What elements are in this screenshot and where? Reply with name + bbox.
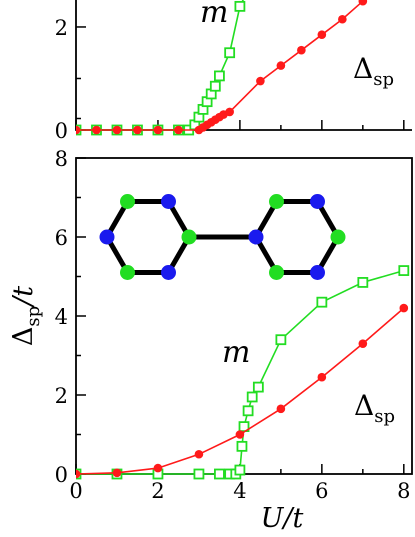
lattice-site [248,229,264,245]
data-point-delta-sp [133,125,142,135]
top-panel: 0 2 m Δsp [55,0,412,143]
y-tick-label: 2 [55,16,68,40]
data-point-delta-sp [358,339,368,348]
lattice-site [330,229,346,245]
biphenyl-lattice-icon [99,193,346,281]
x-tick-label: 4 [233,479,246,503]
lattice-site [161,265,176,281]
data-point-m [193,468,205,480]
data-point-delta-sp [276,61,286,70]
data-point-m [316,296,328,308]
data-point-delta-sp [92,125,101,135]
x-tick-label: 6 [315,479,328,503]
x-tick-label: 8 [397,479,410,503]
y-tick-label: 4 [55,305,68,329]
data-point-delta-sp [358,0,368,6]
data-point-delta-sp [235,430,245,439]
x-axis-label: U/t [261,503,304,534]
data-point-m [246,391,258,403]
lattice-site [310,265,325,281]
data-point-m [214,468,225,480]
series-label-m: m [222,335,250,370]
data-point-m [224,47,236,59]
plot-area [76,0,368,136]
data-point-m [275,334,287,346]
data-point-delta-sp [76,469,81,479]
lattice-site [120,265,135,281]
y-tick-label: 0 [55,463,68,487]
data-point-delta-sp [256,76,265,86]
x-tick-label: 2 [151,479,164,503]
data-point-delta-sp [153,125,163,135]
series-label-delta-sp: Δsp [354,389,395,427]
data-point-m [357,277,369,288]
data-point-delta-sp [338,14,347,24]
data-point-m [242,405,254,417]
lattice-site [99,229,115,245]
lattice-site [161,193,176,209]
lattice-site [181,229,197,245]
data-point-m [398,265,410,276]
y-axis-label: Δsp/t [8,286,44,346]
lattice-site [269,193,284,209]
data-point-delta-sp [112,125,122,135]
data-point-delta-sp [399,303,409,313]
lattice-site [120,193,135,209]
lattice-site [310,193,325,209]
data-point-m [214,70,225,82]
data-point-delta-sp [297,45,306,55]
data-point-delta-sp [317,30,327,39]
data-point-m [234,0,246,12]
data-point-delta-sp [174,125,183,135]
data-point-delta-sp [153,463,163,473]
data-point-m [234,464,246,476]
x-tick-label: 0 [69,479,82,503]
data-point-delta-sp [276,404,286,414]
data-point-delta-sp [317,372,327,382]
y-tick-label: 8 [55,147,68,171]
y-tick-label: 6 [55,226,68,250]
data-point-delta-sp [194,449,204,459]
bottom-panel: 0 2 4 6 8 0 2 4 6 8 m Δsp U/t Δsp/t [8,117,413,534]
data-point-m [236,440,248,452]
series-label-delta-sp: Δsp [353,52,394,90]
lattice-site [269,265,284,281]
y-tick-label: 2 [55,384,68,408]
data-point-delta-sp [112,468,122,478]
data-point-m [209,80,221,92]
series-label-m: m [200,0,228,30]
plot-area [76,265,410,480]
y-tick-label: 0 [55,119,68,143]
data-point-delta-sp [225,107,234,117]
data-point-m [252,381,264,393]
data-point-delta-sp [76,125,81,135]
